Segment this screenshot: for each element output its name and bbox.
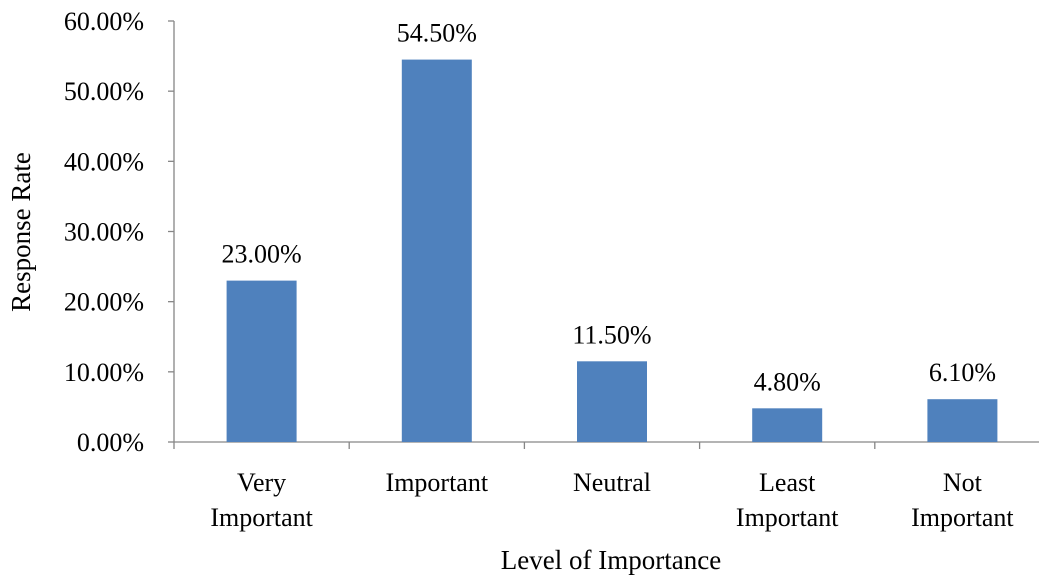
- bars: [226, 59, 998, 442]
- data-label: 4.80%: [754, 367, 821, 396]
- y-tick-label: 0.00%: [77, 428, 144, 457]
- x-axis-title: Level of Importance: [501, 545, 721, 575]
- data-label: 54.50%: [397, 19, 477, 48]
- y-tick-label: 40.00%: [64, 147, 144, 176]
- x-tick-label: Important: [386, 468, 489, 497]
- x-tick-label: Important: [736, 503, 839, 532]
- bar: [226, 280, 297, 442]
- bar: [752, 408, 823, 442]
- y-axis: 0.00% 10.00% 20.00% 30.00% 40.00% 50.00% 60.00…: [64, 7, 175, 457]
- data-label: 23.00%: [222, 240, 302, 269]
- data-label: 6.10%: [929, 358, 996, 387]
- x-tick-label: Important: [911, 503, 1014, 532]
- data-labels: 23.00% 54.50% 11.50% 4.80% 6.10%: [222, 19, 996, 397]
- y-tick-label: 10.00%: [64, 358, 144, 387]
- y-tick-label: 20.00%: [64, 288, 144, 317]
- y-axis-title-group: Response Rate: [6, 152, 36, 312]
- y-axis-title: Response Rate: [6, 152, 36, 312]
- x-axis: [173, 441, 1039, 449]
- data-label: 11.50%: [572, 320, 651, 349]
- x-tick-label: Neutral: [573, 468, 651, 497]
- x-axis-title-group: Level of Importance: [501, 545, 721, 575]
- x-tick-label: Least: [759, 468, 816, 497]
- bar: [577, 361, 647, 442]
- y-tick-label: 60.00%: [64, 7, 144, 36]
- y-tick-label: 30.00%: [64, 218, 144, 247]
- x-tick-label: Not: [943, 468, 983, 497]
- bar: [401, 59, 472, 442]
- y-tick-label: 50.00%: [64, 77, 144, 106]
- category-labels: Very Important Important Neutral Least Import…: [210, 468, 1014, 532]
- bar: [927, 399, 998, 442]
- x-tick-label: Important: [210, 503, 313, 532]
- x-tick-label: Very: [237, 468, 286, 497]
